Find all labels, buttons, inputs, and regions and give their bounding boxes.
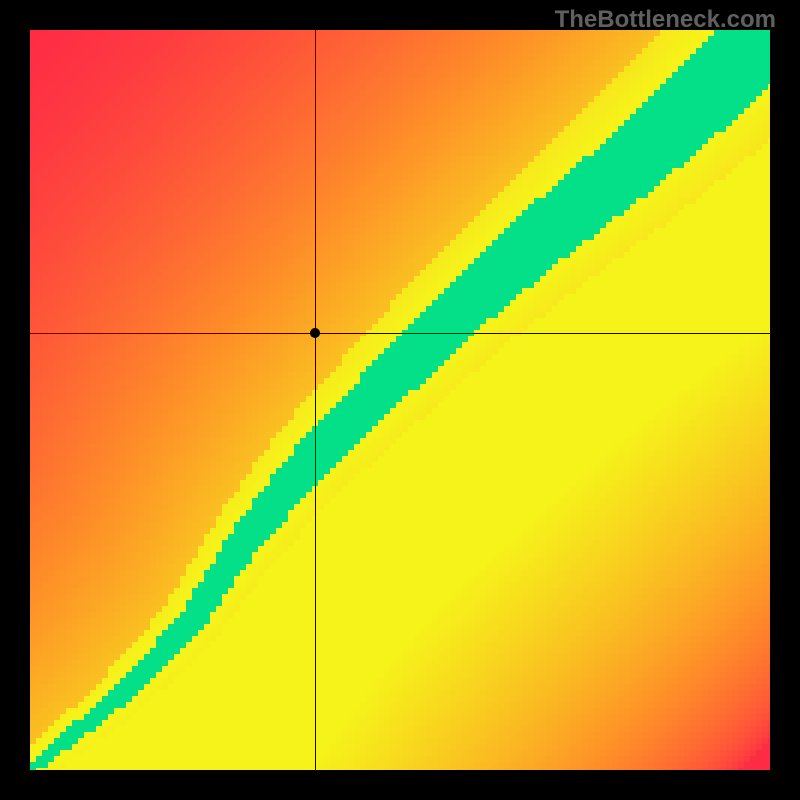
heatmap-canvas [30,30,770,770]
chart-container: TheBottleneck.com [0,0,800,800]
watermark-text: TheBottleneck.com [555,6,776,34]
